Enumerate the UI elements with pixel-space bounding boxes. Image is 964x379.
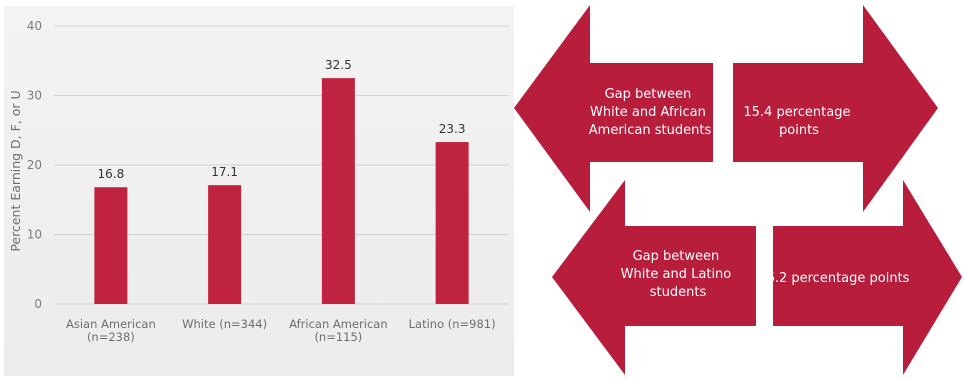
- gap2-right-text: 6.2 percentage points: [767, 271, 910, 286]
- x-category-label: Latino (n=981): [409, 317, 496, 331]
- bar-value-label: 23.3: [439, 122, 466, 136]
- bars: [94, 78, 469, 304]
- gap1-left-line-2: White and African: [590, 105, 706, 120]
- gridlines: [54, 25, 509, 305]
- x-category-label: African American: [289, 317, 387, 331]
- gap2-right-line-1: 6.2 percentage points: [767, 271, 910, 286]
- x-category-label: (n=238): [87, 330, 135, 344]
- gap1-right-arrow: [733, 5, 938, 212]
- gap1-right-line-1: 15.4 percentage: [743, 105, 850, 120]
- y-tick-label: 30: [27, 89, 42, 103]
- x-category-label: Asian American: [66, 317, 156, 331]
- y-tick-label: 10: [27, 228, 42, 242]
- chart-panel: 0 10 20 30 40 Percent Earning D, F, or U 16.8 A…: [4, 6, 514, 376]
- gap2-left-text: Gap between White and Latino students: [621, 249, 736, 300]
- gap1-left-line-3: American students: [589, 123, 712, 138]
- gap2-left-line-3: students: [650, 285, 707, 300]
- bar-value-label: 16.8: [98, 167, 125, 181]
- bar: [94, 187, 128, 304]
- bar: [435, 142, 469, 304]
- x-category-label: White (n=344): [182, 317, 267, 331]
- gap1-left-line-1: Gap between: [605, 87, 692, 102]
- bar-chart: 0 10 20 30 40 Percent Earning D, F, or U 16.8 A…: [8, 19, 509, 344]
- gap1-right-text: 15.4 percentage points: [743, 105, 854, 138]
- gap2-right-arrow: [773, 180, 962, 375]
- gap2-left-line-1: Gap between: [633, 249, 720, 264]
- bar: [321, 78, 355, 304]
- y-axis-label: Percent Earning D, F, or U: [8, 90, 23, 251]
- y-tick-label: 40: [27, 19, 42, 33]
- y-tick-label: 20: [27, 158, 42, 172]
- gap1-right-line-2: points: [779, 123, 819, 138]
- gap2-left-arrow: [552, 180, 756, 375]
- gap1-left-text: Gap between White and African American s…: [589, 87, 712, 138]
- x-category-label: (n=115): [314, 330, 362, 344]
- y-tick-label: 0: [34, 297, 42, 311]
- bar-value-label: 32.5: [325, 58, 352, 72]
- gap2-left-line-2: White and Latino: [621, 267, 732, 282]
- labels: 0 10 20 30 40 Percent Earning D, F, or U 16.8 A…: [8, 19, 496, 344]
- bar: [208, 185, 242, 304]
- gap1-left-arrow: [514, 5, 713, 212]
- bar-value-label: 17.1: [211, 165, 238, 179]
